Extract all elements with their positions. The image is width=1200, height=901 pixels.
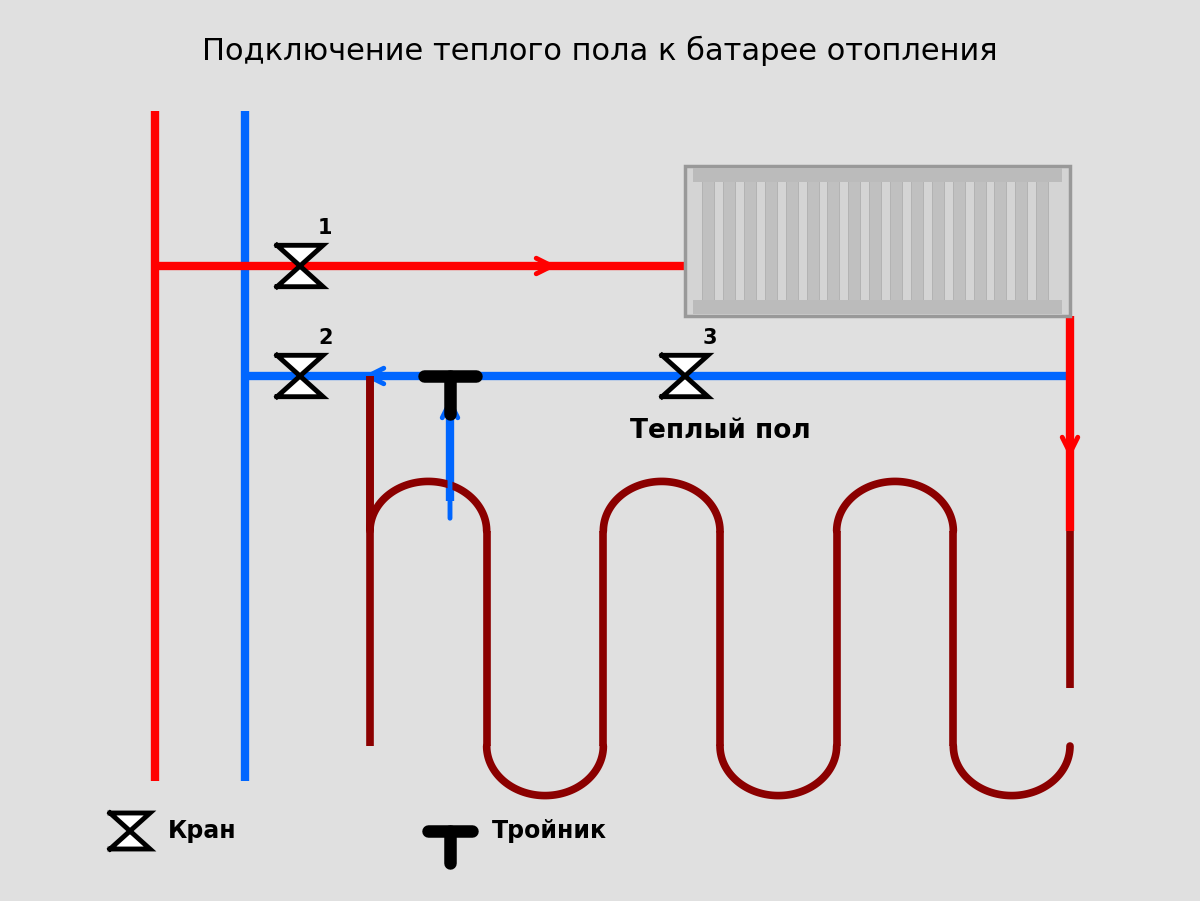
Text: Подключение теплого пола к батарее отопления: Подключение теплого пола к батарее отопл… [202,36,998,67]
Bar [702,180,714,302]
Bar [694,300,1062,314]
Text: Тройник: Тройник [492,819,607,843]
Bar [827,180,839,302]
Bar [722,180,734,302]
Polygon shape [277,376,323,396]
Bar [869,180,881,302]
Bar [973,180,985,302]
Bar [1037,180,1049,302]
Text: Кран: Кран [168,819,236,843]
Text: 2: 2 [318,328,332,348]
Polygon shape [110,813,150,831]
Bar [911,180,923,302]
Bar [953,180,965,302]
Bar [786,180,798,302]
Bar [1015,180,1027,302]
Bar [685,166,1070,316]
Bar [764,180,776,302]
Bar [995,180,1007,302]
Bar [744,180,756,302]
Polygon shape [662,355,708,376]
Text: 3: 3 [703,328,718,348]
Text: 1: 1 [318,218,332,238]
Bar [848,180,860,302]
Polygon shape [277,245,323,266]
Bar [890,180,902,302]
Bar [931,180,943,302]
Polygon shape [277,266,323,287]
Polygon shape [110,831,150,849]
Polygon shape [277,355,323,376]
Bar [694,168,1062,182]
Text: Теплый пол: Теплый пол [630,418,810,444]
Polygon shape [662,376,708,396]
Bar [806,180,818,302]
